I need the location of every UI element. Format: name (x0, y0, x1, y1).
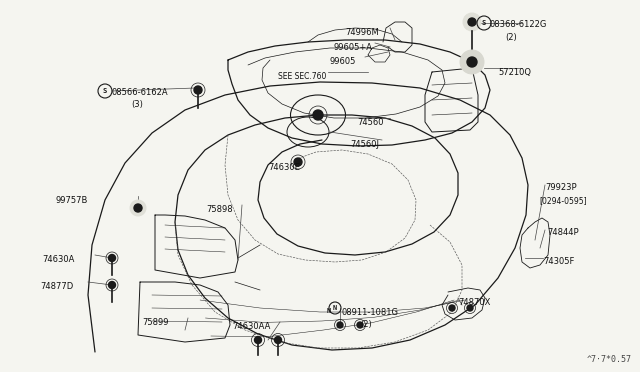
Text: N: N (327, 308, 331, 314)
Text: 74630E: 74630E (268, 163, 300, 172)
Text: 74630AA: 74630AA (232, 322, 270, 331)
Circle shape (275, 337, 282, 343)
Text: S: S (103, 88, 107, 94)
Circle shape (130, 200, 146, 216)
Text: ^7·7*0.57: ^7·7*0.57 (587, 355, 632, 364)
Text: N: N (333, 305, 337, 311)
Text: 08368-6122G: 08368-6122G (490, 20, 547, 29)
Text: (2): (2) (505, 33, 516, 42)
Text: 74560: 74560 (357, 118, 383, 127)
Circle shape (467, 305, 473, 311)
Circle shape (294, 158, 302, 166)
Text: 74844P: 74844P (547, 228, 579, 237)
Text: 74560J: 74560J (350, 140, 379, 149)
Text: 57210Q: 57210Q (498, 68, 531, 77)
Text: (2): (2) (360, 320, 372, 329)
Text: SEE SEC.760: SEE SEC.760 (278, 72, 326, 81)
Text: S: S (482, 20, 486, 26)
Circle shape (357, 322, 363, 328)
Circle shape (194, 86, 202, 94)
Circle shape (467, 57, 477, 67)
Text: 75898: 75898 (206, 205, 232, 214)
Circle shape (460, 50, 484, 74)
Circle shape (109, 254, 115, 262)
Text: 74305F: 74305F (543, 257, 574, 266)
Text: 75899: 75899 (142, 318, 168, 327)
Text: 79923P: 79923P (545, 183, 577, 192)
Circle shape (463, 13, 481, 31)
Text: 74870X: 74870X (458, 298, 490, 307)
Circle shape (337, 322, 343, 328)
Circle shape (449, 305, 455, 311)
Text: 08911-1081G: 08911-1081G (342, 308, 399, 317)
Text: 74630A: 74630A (42, 255, 74, 264)
Text: 08566-6162A: 08566-6162A (112, 88, 168, 97)
Circle shape (134, 204, 142, 212)
Text: 74996M: 74996M (345, 28, 379, 37)
Text: [0294-0595]: [0294-0595] (539, 196, 587, 205)
Text: 99605+A: 99605+A (334, 43, 373, 52)
Circle shape (255, 337, 262, 343)
Text: (3): (3) (131, 100, 143, 109)
Text: 99757B: 99757B (56, 196, 88, 205)
Text: 99605: 99605 (329, 57, 355, 66)
Circle shape (468, 18, 476, 26)
Circle shape (313, 110, 323, 120)
Circle shape (109, 282, 115, 289)
Text: 74877D: 74877D (40, 282, 73, 291)
